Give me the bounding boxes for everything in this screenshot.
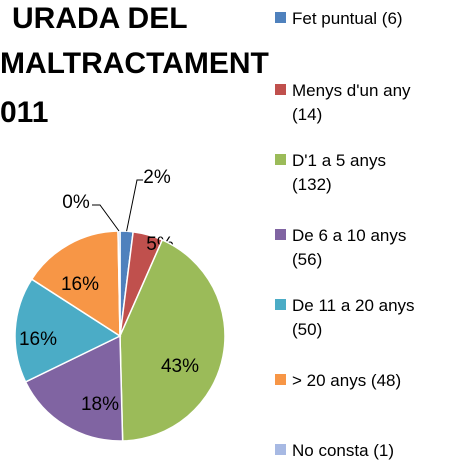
- legend-swatch: [275, 84, 286, 95]
- legend-line: D'1 a 5 anys: [292, 151, 386, 170]
- legend-label: De 6 a 10 anys (56): [292, 226, 406, 269]
- legend-label: Menys d'un any (14): [292, 81, 411, 124]
- legend-line: De 6 a 10 anys: [292, 226, 406, 245]
- pie-slice: [119, 238, 226, 442]
- pie-slice: [14, 278, 122, 383]
- legend-line: (14): [292, 105, 322, 124]
- legend-swatch: [275, 444, 286, 455]
- legend-line: Menys d'un any: [292, 81, 411, 100]
- legend-label: > 20 anys (48): [292, 371, 401, 390]
- legend-line: (132): [292, 175, 332, 194]
- data-label: 2%: [143, 167, 171, 188]
- legend-swatch: [275, 299, 286, 310]
- data-label: 43%: [161, 356, 199, 377]
- legend-label: No consta (1): [292, 441, 394, 460]
- legend-swatch: [275, 374, 286, 385]
- pie-slice: [117, 230, 121, 337]
- legend-line: De 11 a 20 anys: [292, 296, 415, 315]
- chart-title: URADA DEL: [12, 2, 188, 35]
- data-label: 18%: [81, 394, 119, 415]
- legend-line: (56): [292, 250, 322, 269]
- data-label: 16%: [19, 329, 57, 350]
- chart-title: 011: [0, 96, 48, 129]
- leader-line: [126, 179, 143, 232]
- data-label: 16%: [61, 274, 99, 295]
- data-label: 0%: [62, 192, 90, 213]
- chart-title: MALTRACTAMENT: [0, 47, 269, 80]
- legend-swatch: [275, 154, 286, 165]
- legend-swatch: [275, 12, 286, 23]
- pie-slice: [24, 334, 124, 442]
- leader-line: [92, 204, 120, 232]
- pie-slice: [30, 230, 121, 338]
- legend-label: Fet puntual (6): [292, 9, 403, 28]
- legend-label: D'1 a 5 anys (132): [292, 151, 386, 194]
- legend-line: (50): [292, 320, 322, 339]
- legend-label: De 11 a 20 anys (50): [292, 296, 415, 339]
- legend-swatch: [275, 229, 286, 240]
